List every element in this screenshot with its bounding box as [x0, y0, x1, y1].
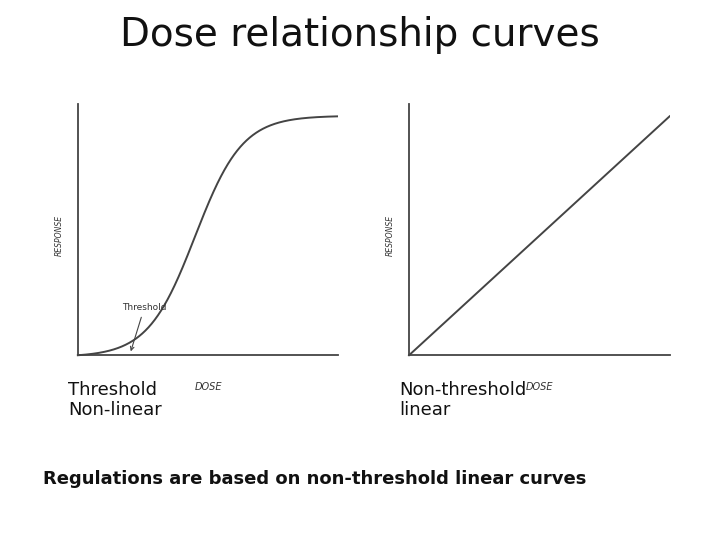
Text: Dose relationship curves: Dose relationship curves [120, 16, 600, 54]
Text: DOSE: DOSE [194, 382, 222, 392]
Text: Non-linear: Non-linear [68, 401, 162, 418]
Text: Threshold: Threshold [68, 381, 158, 399]
Text: Regulations are based on non-threshold linear curves: Regulations are based on non-threshold l… [43, 470, 587, 488]
Text: RESPONSE: RESPONSE [55, 215, 64, 256]
Text: Non-threshold: Non-threshold [400, 381, 527, 399]
Text: linear: linear [400, 401, 451, 418]
Text: Threshold: Threshold [122, 303, 166, 350]
Text: DOSE: DOSE [526, 382, 553, 392]
Text: RESPONSE: RESPONSE [387, 215, 395, 256]
